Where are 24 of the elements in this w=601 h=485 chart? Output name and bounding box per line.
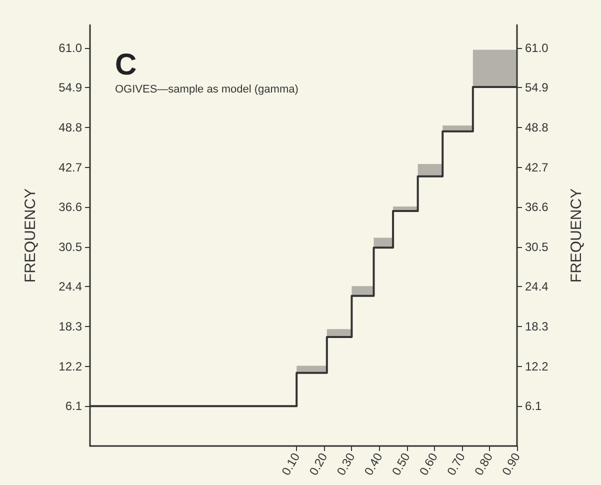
- y-tick-label: 6.1: [65, 399, 82, 414]
- y2-tick-label: 48.8: [525, 120, 549, 134]
- text: C: [115, 48, 137, 82]
- y2-tick-label: 42.7: [525, 160, 549, 174]
- y-tick-label: 24.4: [58, 280, 82, 294]
- y2-tick-label: 61.0: [525, 40, 549, 55]
- text: OGIVES—sample as model (gamma): [115, 84, 298, 96]
- y2-tick-label: 6.1: [525, 399, 542, 414]
- y-tick-label: 61.0: [58, 40, 82, 55]
- y2-tick-label: 18.3: [525, 320, 549, 334]
- y-axis-title: FREQUENCY: [22, 188, 39, 283]
- y2-tick-label: 54.9: [525, 80, 549, 95]
- y-tick-label: 36.6: [58, 200, 82, 214]
- y-tick-label: 12.2: [58, 359, 82, 374]
- y2-tick-label: 12.2: [525, 359, 549, 374]
- y2-tick-label: 30.5: [525, 240, 549, 254]
- y2-tick-label: 24.4: [525, 280, 549, 294]
- y-tick-label: 54.9: [58, 80, 82, 95]
- y2-tick-label: 36.6: [525, 200, 549, 214]
- y-tick-label: 48.8: [58, 120, 82, 134]
- y-tick-label: 18.3: [58, 320, 82, 334]
- y2-axis-title: FREQUENCY: [568, 188, 585, 283]
- y-tick-label: 42.7: [58, 160, 82, 174]
- y-tick-label: 30.5: [58, 240, 82, 254]
